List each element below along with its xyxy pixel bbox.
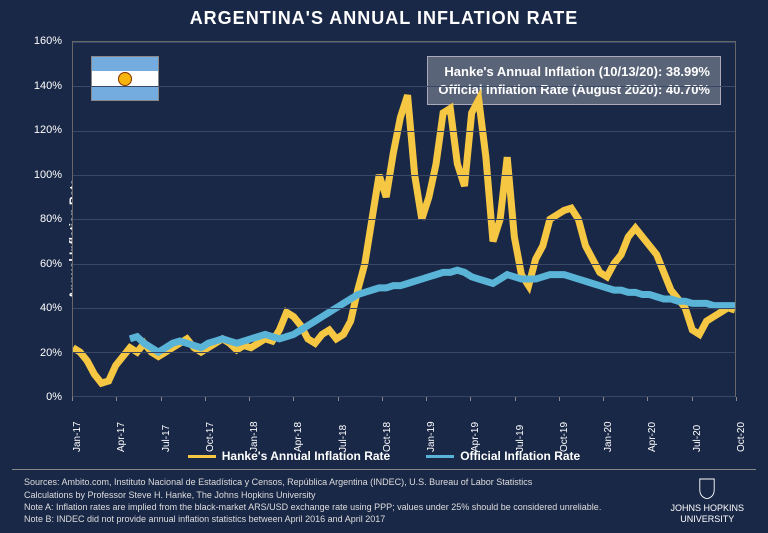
gridline xyxy=(73,308,735,309)
gridline xyxy=(73,175,735,176)
johns-hopkins-logo-icon: JOHNS HOPKINS UNIVERSITY xyxy=(654,477,744,525)
y-tick-label: 120% xyxy=(34,124,62,136)
footer-calculations: Calculations by Professor Steve H. Hanke… xyxy=(24,489,654,501)
chart-title: ARGENTINA'S ANNUAL INFLATION RATE xyxy=(12,8,756,29)
y-tick-label: 140% xyxy=(34,80,62,92)
gridline xyxy=(73,86,735,87)
gridline xyxy=(73,264,735,265)
gridline xyxy=(73,219,735,220)
y-tick-label: 80% xyxy=(40,213,62,225)
x-tick-label: Apr-17 xyxy=(116,422,127,452)
legend-label-hanke: Hanke's Annual Inflation Rate xyxy=(222,449,390,463)
x-tick-label: Oct-17 xyxy=(205,422,216,452)
logo-text-top: JOHNS HOPKINS xyxy=(670,503,744,514)
y-tick-label: 0% xyxy=(46,391,62,403)
x-tick-label: Jan-20 xyxy=(603,422,614,453)
y-tick-label: 60% xyxy=(40,258,62,270)
official-line xyxy=(130,270,735,352)
x-tick-label: Oct-19 xyxy=(559,422,570,452)
chart-container: ARGENTINA'S ANNUAL INFLATION RATE Annual… xyxy=(0,0,768,533)
x-tick-label: Apr-20 xyxy=(647,422,658,452)
gridline xyxy=(73,352,735,353)
gridline xyxy=(73,42,735,43)
x-tick-label: Jul-19 xyxy=(515,425,526,452)
x-tick-label: Jul-20 xyxy=(692,425,703,452)
y-ticks: 0%20%40%60%80%100%120%140%160% xyxy=(12,41,68,397)
footer: Sources: Ambito.com, Instituto Nacional … xyxy=(12,469,756,533)
footer-note-a: Note A: Inflation rates are implied from… xyxy=(24,501,654,513)
x-tick-label: Jan-18 xyxy=(249,422,260,453)
plot-area: Hanke's Annual Inflation (10/13/20): 38.… xyxy=(72,41,736,397)
x-tick-label: Jul-17 xyxy=(161,425,172,452)
x-tick-label: Oct-18 xyxy=(382,422,393,452)
legend-item-official: Official Inflation Rate xyxy=(426,449,580,463)
y-tick-label: 20% xyxy=(40,347,62,359)
footer-text: Sources: Ambito.com, Instituto Nacional … xyxy=(24,476,654,525)
chart-wrap: Annual Inflation Rate 0%20%40%60%80%100%… xyxy=(12,33,756,445)
x-tick-label: Jul-18 xyxy=(338,425,349,452)
legend-swatch-hanke xyxy=(188,455,216,458)
x-tick-label: Jan-17 xyxy=(72,422,83,453)
footer-note-b: Note B: INDEC did not provide annual inf… xyxy=(24,513,654,525)
gridline xyxy=(73,131,735,132)
y-tick-label: 40% xyxy=(40,302,62,314)
x-tick-label: Oct-20 xyxy=(736,422,747,452)
x-tick-label: Apr-19 xyxy=(470,422,481,452)
x-tick-label: Apr-18 xyxy=(293,422,304,452)
legend-swatch-official xyxy=(426,455,454,458)
y-tick-label: 100% xyxy=(34,169,62,181)
x-tick-label: Jan-19 xyxy=(426,422,437,453)
legend-item-hanke: Hanke's Annual Inflation Rate xyxy=(188,449,390,463)
footer-sources: Sources: Ambito.com, Instituto Nacional … xyxy=(24,476,654,488)
logo-text-bottom: UNIVERSITY xyxy=(670,514,744,525)
y-tick-label: 160% xyxy=(34,35,62,47)
x-ticks: Jan-17Apr-17Jul-17Oct-17Jan-18Apr-18Jul-… xyxy=(72,397,736,445)
